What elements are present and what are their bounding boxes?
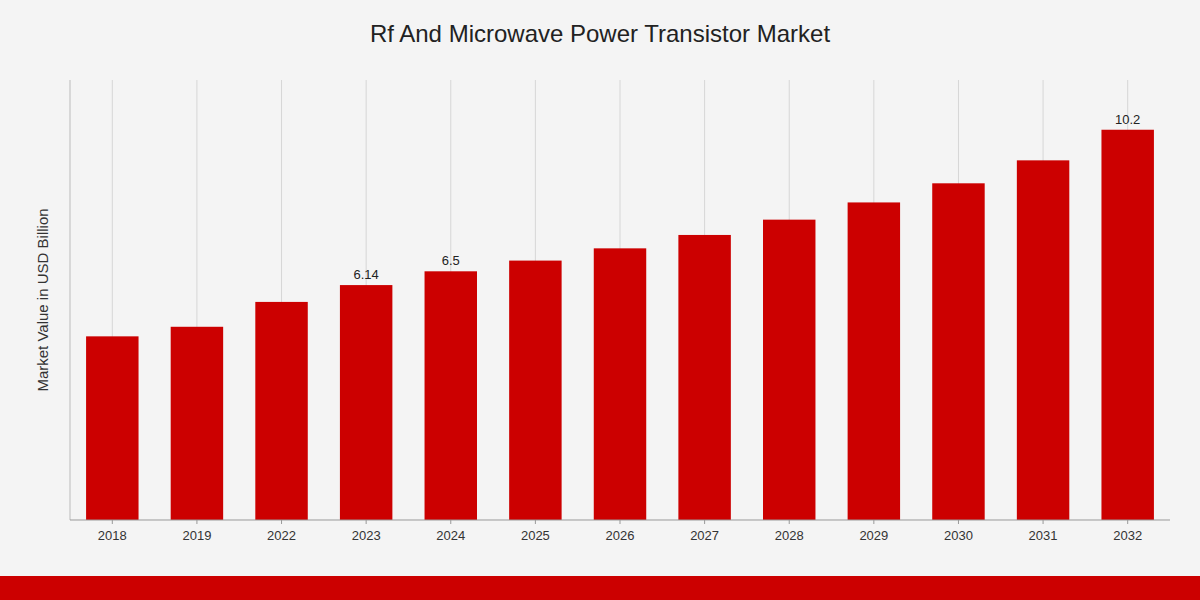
x-tick [620,520,621,524]
x-tick-label: 2025 [521,528,550,543]
footer-band [0,576,1200,600]
x-tick [789,520,790,524]
x-tick-label: 2019 [182,528,211,543]
x-tick [1127,520,1128,524]
y-axis-label: Market Value in USD Billion [34,208,51,391]
x-tick-label: 2022 [267,528,296,543]
x-tick [450,520,451,524]
bar [763,220,815,520]
x-tick-label: 2027 [690,528,719,543]
annotation: 6.14 [353,267,378,282]
x-tick-label: 2028 [775,528,804,543]
bar [340,285,392,520]
y-axis-line [70,80,71,520]
x-tick [1043,520,1044,524]
bar [848,202,900,520]
x-tick-label: 2023 [352,528,381,543]
bar [1017,160,1069,520]
title: Rf And Microwave Power Transistor Market [370,20,830,47]
bar [509,261,561,520]
x-tick-label: 2026 [606,528,635,543]
x-tick [366,520,367,524]
x-tick-label: 2029 [859,528,888,543]
annotation: 10.2 [1115,112,1140,127]
x-tick [704,520,705,524]
x-tick [112,520,113,524]
grid [112,80,1127,520]
bar [594,248,646,520]
annotation: 6.5 [442,253,460,268]
bar [255,302,307,520]
x-tick-label: 2024 [436,528,465,543]
bar [171,327,223,520]
x-tick-label: 2031 [1029,528,1058,543]
x-tick-label: 2018 [98,528,127,543]
chart-container: 2018 2019 2022 2023 2024 2025 2026 2027 2028 2029… [0,0,1200,600]
bars [86,130,1154,520]
bar [86,336,138,520]
x-tick [958,520,959,524]
x-tick-label: 2030 [944,528,973,543]
x-tick [873,520,874,524]
x-tick-label: 2032 [1113,528,1142,543]
x-tick [535,520,536,524]
x-tick [196,520,197,524]
bar [932,183,984,520]
bar [425,271,477,520]
bar [678,235,730,520]
x-tick [281,520,282,524]
bar [1101,130,1153,520]
chart-svg: 2018 2019 2022 2023 2024 2025 2026 2027 2028 2029… [0,0,1200,600]
